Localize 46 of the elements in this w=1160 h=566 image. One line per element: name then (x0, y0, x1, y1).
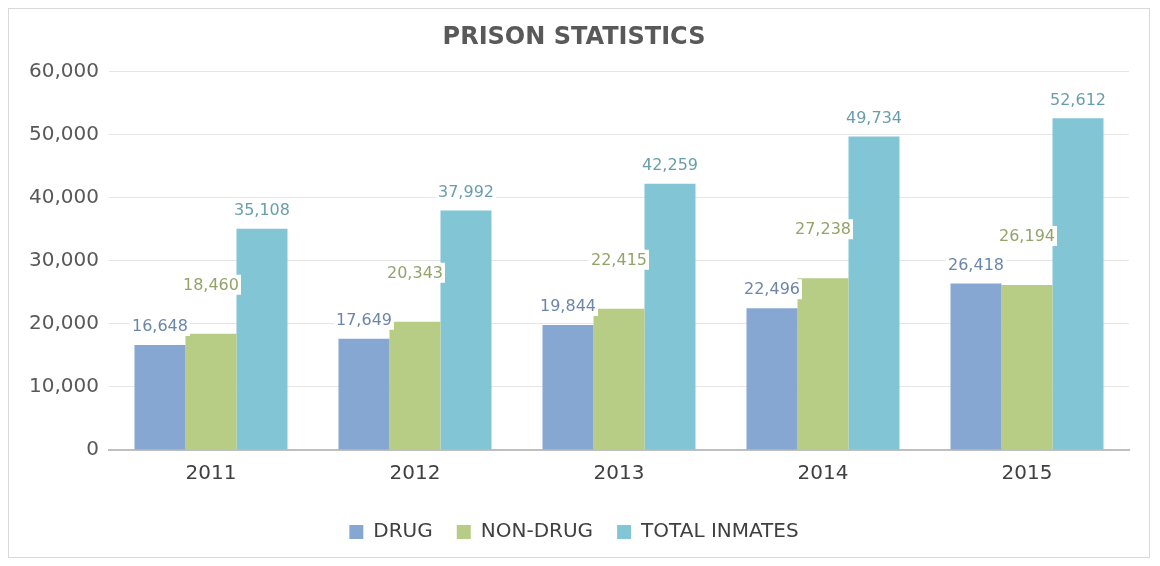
y-tick-label: 50,000 (29, 121, 99, 146)
data-label: 17,649 (335, 309, 392, 329)
bar (236, 228, 288, 450)
data-label: 35,108 (233, 199, 290, 219)
legend-label: DRUG (373, 518, 433, 543)
bar (542, 324, 594, 450)
legend-label: NON-DRUG (480, 518, 594, 543)
x-tick-label: 2015 (1001, 460, 1053, 485)
bar (1001, 284, 1053, 450)
data-label: 19,844 (540, 296, 596, 316)
data-label: 20,343 (386, 262, 443, 282)
data-label: 22,415 (591, 249, 647, 269)
bar (797, 278, 849, 450)
data-label: 42,259 (642, 154, 698, 174)
bar (440, 210, 492, 450)
data-label: 27,238 (795, 219, 851, 239)
data-label: 26,418 (948, 254, 1004, 274)
legend-label: TOTAL INMATES (640, 518, 799, 543)
bar (185, 333, 237, 450)
data-label: 26,194 (999, 226, 1055, 246)
bar (134, 345, 186, 450)
y-tick-label: 30,000 (29, 247, 99, 272)
data-label: 18,460 (182, 274, 239, 294)
data-label: 37,992 (438, 181, 494, 201)
x-tick-label: 2012 (389, 460, 441, 485)
y-tick-label: 40,000 (29, 184, 99, 209)
bar (848, 136, 900, 450)
x-tick-label: 2014 (797, 460, 849, 485)
y-tick-label: 60,000 (29, 58, 99, 82)
y-tick-label: 10,000 (29, 373, 99, 398)
bar (389, 321, 441, 450)
bar (746, 308, 798, 450)
data-label: 22,496 (744, 279, 800, 299)
bar (644, 183, 696, 450)
y-tick-label: 20,000 (29, 310, 99, 335)
bar (338, 338, 390, 450)
data-label: 52,612 (1050, 89, 1106, 109)
x-tick-label: 2013 (593, 460, 645, 485)
x-tick-label: 2011 (185, 460, 237, 485)
data-label: 49,734 (846, 107, 902, 127)
bar (1052, 118, 1104, 450)
chart-title: PRISON STATISTICS (442, 21, 706, 50)
data-label: 16,648 (131, 316, 188, 336)
y-tick-label: 0 (86, 436, 99, 461)
bar (593, 308, 645, 450)
bar (950, 283, 1002, 450)
